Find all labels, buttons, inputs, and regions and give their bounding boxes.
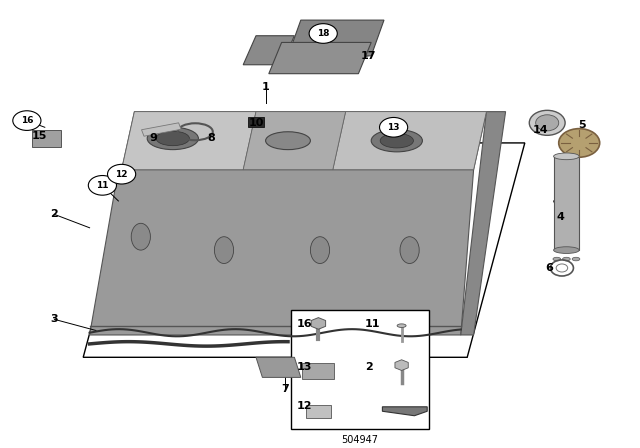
Bar	[291, 310, 429, 429]
Text: 11: 11	[365, 319, 381, 329]
Text: 4: 4	[556, 211, 564, 222]
Text: 2: 2	[365, 362, 373, 371]
Text: 16: 16	[296, 319, 312, 329]
Polygon shape	[333, 112, 486, 170]
Text: 6: 6	[545, 263, 553, 273]
Ellipse shape	[554, 153, 579, 159]
Text: 13: 13	[387, 123, 400, 132]
Circle shape	[559, 129, 600, 157]
Text: 16: 16	[20, 116, 33, 125]
Circle shape	[88, 176, 116, 195]
Bar	[248, 117, 264, 127]
Ellipse shape	[266, 132, 310, 150]
Ellipse shape	[310, 237, 330, 263]
Polygon shape	[122, 112, 486, 170]
Ellipse shape	[131, 223, 150, 250]
Text: 11: 11	[96, 181, 109, 190]
Text: 1: 1	[262, 82, 269, 92]
Text: 10: 10	[248, 118, 264, 128]
Ellipse shape	[380, 134, 413, 148]
Text: 3: 3	[51, 314, 58, 324]
Text: 504947: 504947	[342, 435, 378, 445]
Polygon shape	[288, 20, 384, 56]
Text: 12: 12	[115, 170, 128, 179]
Polygon shape	[243, 112, 346, 170]
Ellipse shape	[397, 324, 406, 327]
Ellipse shape	[400, 237, 419, 263]
Text: 12: 12	[296, 401, 312, 411]
Text: 2: 2	[51, 209, 58, 220]
Ellipse shape	[371, 129, 422, 152]
Polygon shape	[383, 407, 428, 416]
Circle shape	[536, 115, 559, 131]
Circle shape	[13, 111, 41, 130]
Ellipse shape	[554, 247, 579, 254]
Polygon shape	[243, 36, 294, 65]
Text: 13: 13	[296, 362, 312, 371]
Text: 8: 8	[207, 134, 215, 143]
Circle shape	[380, 117, 408, 137]
Ellipse shape	[572, 257, 580, 261]
Ellipse shape	[156, 131, 189, 146]
Text: 17: 17	[360, 51, 376, 61]
Polygon shape	[269, 43, 371, 73]
Bar	[306, 405, 332, 418]
Circle shape	[309, 24, 337, 43]
Ellipse shape	[147, 127, 198, 150]
Text: 7: 7	[281, 383, 289, 393]
Ellipse shape	[553, 257, 561, 261]
Text: 14: 14	[533, 125, 548, 134]
Ellipse shape	[563, 257, 570, 261]
Bar	[141, 123, 181, 136]
Text: 9: 9	[150, 134, 157, 143]
Ellipse shape	[214, 237, 234, 263]
Text: 18: 18	[317, 29, 330, 38]
Polygon shape	[256, 358, 301, 377]
Polygon shape	[90, 170, 474, 335]
Polygon shape	[554, 156, 579, 250]
Circle shape	[529, 110, 565, 135]
Circle shape	[108, 164, 136, 184]
Text: 15: 15	[32, 131, 47, 141]
Polygon shape	[32, 129, 61, 147]
Bar	[302, 363, 334, 379]
Polygon shape	[122, 112, 256, 170]
Text: 5: 5	[579, 120, 586, 130]
Polygon shape	[461, 112, 506, 335]
